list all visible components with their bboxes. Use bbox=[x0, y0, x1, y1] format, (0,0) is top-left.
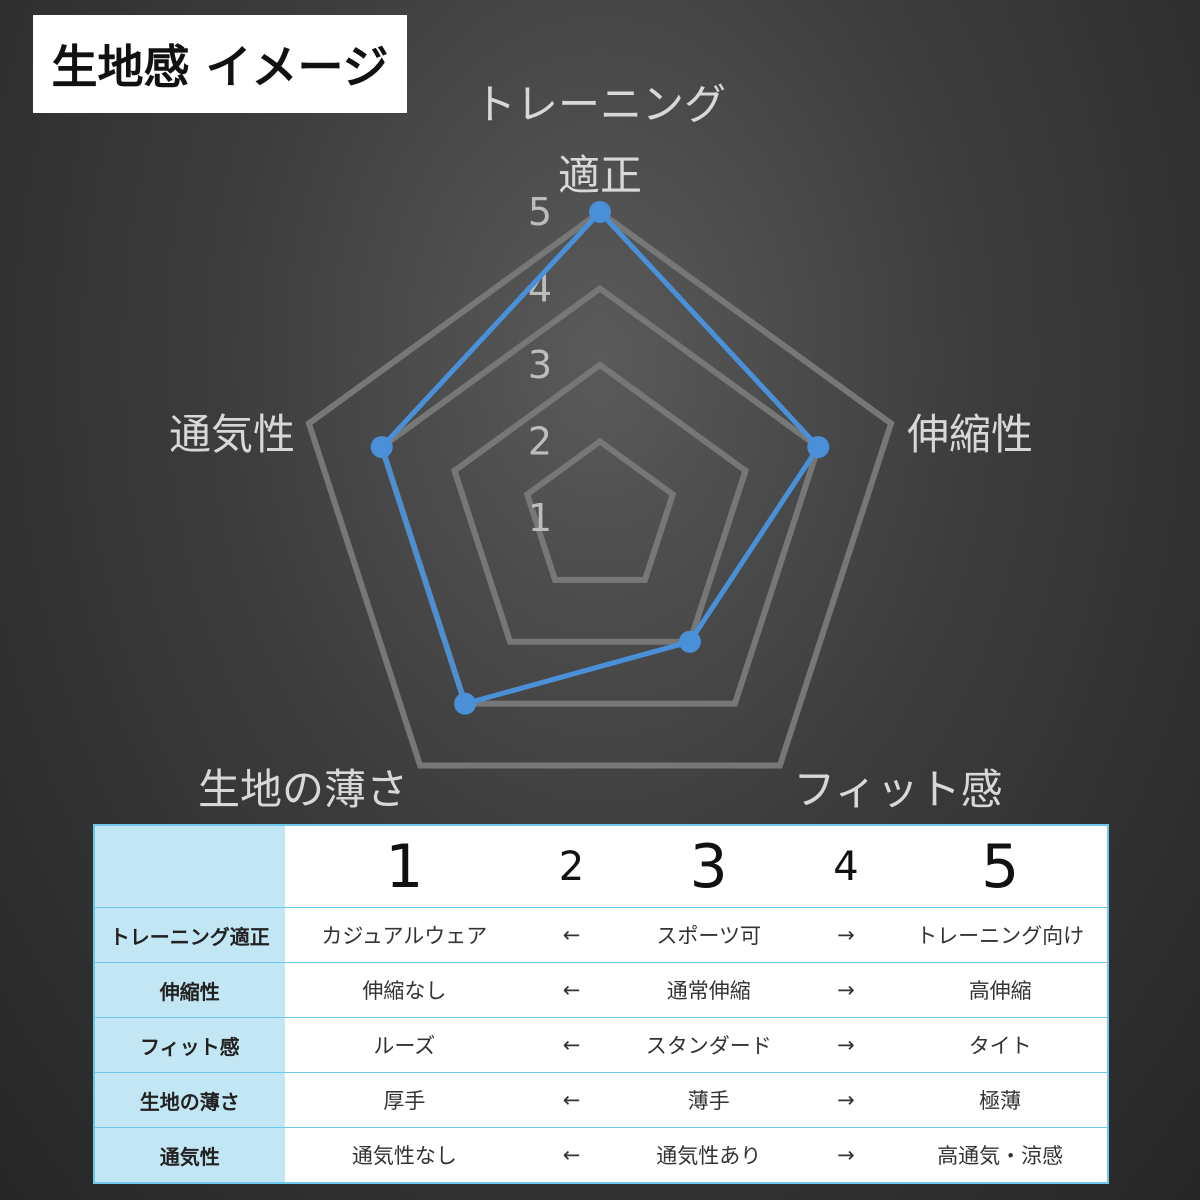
arrow-left: ← bbox=[524, 1017, 619, 1073]
arrow-right: → bbox=[798, 1017, 894, 1073]
table-row: 生地の薄さ 厚手 ← 薄手 → 極薄 bbox=[94, 1072, 1108, 1128]
arrow-right: → bbox=[798, 1127, 894, 1183]
table-row: 通気性 通気性なし ← 通気性あり → 高通気・涼感 bbox=[94, 1127, 1108, 1183]
cell-3: 通常伸縮 bbox=[618, 962, 799, 1018]
axis-label: 生地の薄さ bbox=[198, 765, 408, 814]
arrow-left: ← bbox=[524, 907, 619, 963]
axis-label: 通気性 bbox=[169, 410, 295, 459]
cell-5: トレーニング向け bbox=[893, 907, 1108, 963]
scale-4: 4 bbox=[833, 843, 859, 890]
data-point bbox=[678, 630, 701, 653]
page-title: 生地感 イメージ bbox=[33, 15, 407, 113]
row-label: 通気性 bbox=[94, 1127, 285, 1183]
series-line bbox=[378, 208, 822, 707]
cell-5: 高伸縮 bbox=[893, 962, 1108, 1018]
cell-5: タイト bbox=[893, 1017, 1108, 1073]
arrow-left: ← bbox=[524, 1072, 619, 1128]
tick-label: 2 bbox=[528, 420, 552, 464]
data-point bbox=[454, 692, 477, 715]
row-label: 伸縮性 bbox=[94, 962, 285, 1018]
grid-ring-2 bbox=[523, 437, 677, 583]
cell-1: 厚手 bbox=[284, 1072, 525, 1128]
arrow-left: ← bbox=[524, 1127, 619, 1183]
row-label: 生地の薄さ bbox=[94, 1072, 285, 1128]
tick-label: 3 bbox=[528, 343, 552, 387]
cell-5: 極薄 bbox=[893, 1072, 1108, 1128]
arrow-right: → bbox=[798, 907, 894, 963]
cell-3: 薄手 bbox=[618, 1072, 799, 1128]
table-header-row: 1 2 3 4 5 bbox=[94, 825, 1108, 908]
table-row: 伸縮性 伸縮なし ← 通常伸縮 → 高伸縮 bbox=[94, 962, 1108, 1018]
header-blank bbox=[94, 825, 285, 908]
scale-5: 5 bbox=[981, 831, 1020, 902]
grid-ring-4 bbox=[378, 284, 822, 707]
cell-3: スポーツ可 bbox=[618, 907, 799, 963]
table-row: フィット感 ルーズ ← スタンダード → タイト bbox=[94, 1017, 1108, 1073]
cell-5: 高通気・涼感 bbox=[893, 1127, 1108, 1183]
axis-label: 伸縮性 bbox=[907, 410, 1033, 459]
scale-2: 2 bbox=[558, 843, 585, 890]
cell-1: 伸縮なし bbox=[284, 962, 525, 1018]
tick-label: 5 bbox=[528, 190, 552, 234]
data-point bbox=[589, 201, 611, 223]
axis-label: トレーニング bbox=[474, 80, 726, 129]
arrow-left: ← bbox=[524, 962, 619, 1018]
arrow-right: → bbox=[798, 1072, 894, 1128]
data-point bbox=[807, 436, 830, 459]
table-row: トレーニング適正 カジュアルウェア ← スポーツ可 → トレーニング向け bbox=[94, 907, 1108, 963]
cell-1: 通気性なし bbox=[284, 1127, 525, 1183]
scale-table: 1 2 3 4 5 トレーニング適正 カジュアルウェア ← スポーツ可 → トレーニング向… bbox=[93, 824, 1109, 1184]
data-point bbox=[370, 436, 393, 459]
row-label: トレーニング適正 bbox=[94, 907, 285, 963]
scale-1: 1 bbox=[385, 831, 424, 902]
grid-ring-5 bbox=[305, 208, 895, 769]
axis-label: 適正 bbox=[558, 151, 642, 200]
scale-3: 3 bbox=[689, 831, 728, 902]
axis-label: フィット感 bbox=[793, 765, 1002, 814]
row-label: フィット感 bbox=[94, 1017, 285, 1073]
tick-label: 1 bbox=[528, 496, 552, 540]
grid-ring-3 bbox=[450, 361, 750, 645]
cell-3: スタンダード bbox=[618, 1017, 799, 1073]
cell-1: ルーズ bbox=[284, 1017, 525, 1073]
cell-3: 通気性あり bbox=[618, 1127, 799, 1183]
arrow-right: → bbox=[798, 962, 894, 1018]
cell-1: カジュアルウェア bbox=[284, 907, 525, 963]
